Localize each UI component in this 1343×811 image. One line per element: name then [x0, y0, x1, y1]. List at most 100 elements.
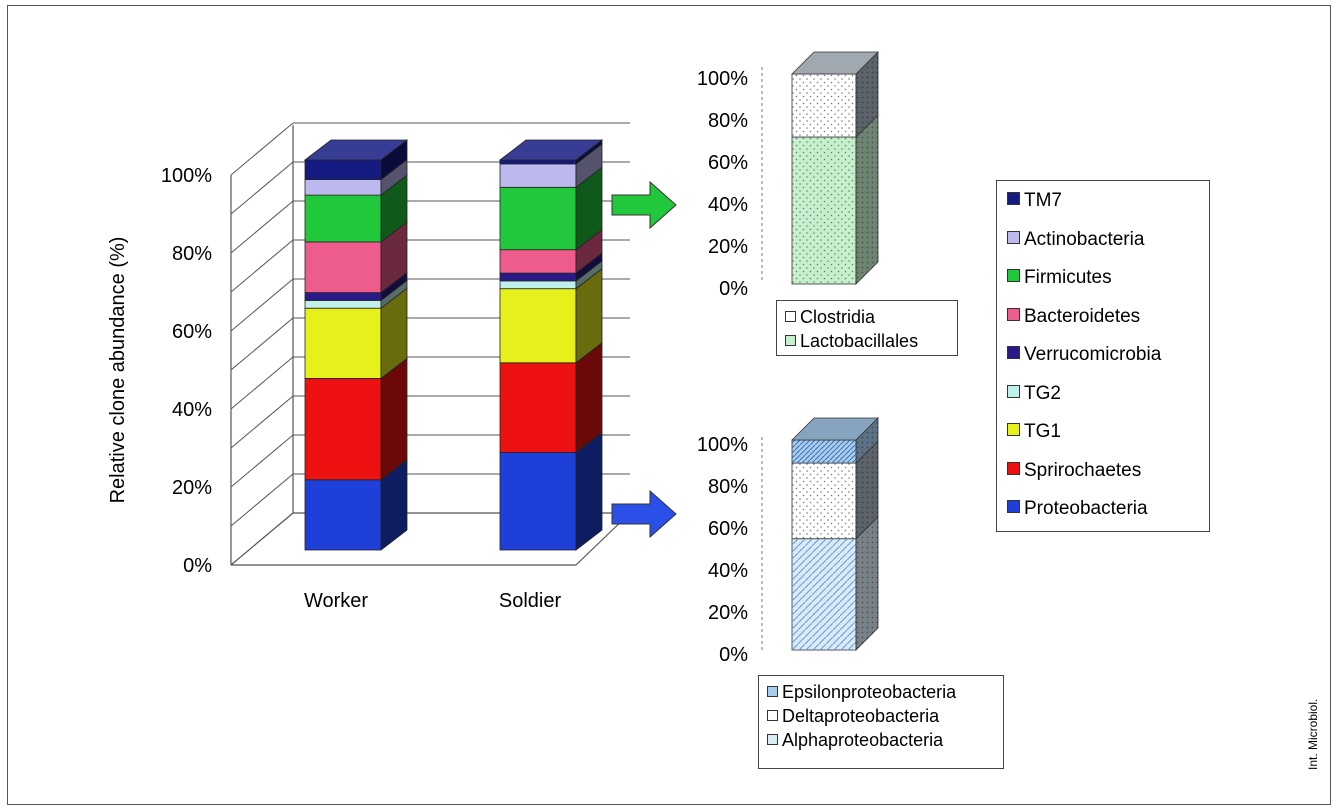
inset-y-tick-label: 20%	[708, 236, 748, 258]
main-grid-diag	[230, 239, 294, 293]
bar-segment-worker-tg1	[304, 287, 408, 380]
legend-swatch	[1007, 500, 1020, 513]
legend-swatch	[1007, 269, 1020, 282]
inset-bar-top	[791, 417, 879, 441]
bar-segment-soldier-actinobacteria	[499, 143, 603, 189]
legend-swatch	[1007, 230, 1020, 244]
main-grid-diag	[230, 395, 294, 449]
main-floor-left-edge	[230, 512, 294, 566]
inset-y-tick-label: 20%	[708, 602, 748, 624]
main-y-tick-label: 0%	[183, 555, 212, 577]
legend-label: Actinobacteria	[1024, 228, 1145, 250]
legend-label: TG1	[1024, 421, 1061, 442]
legend-swatch	[1007, 307, 1020, 321]
inset-y-tick-label: 0%	[719, 278, 748, 300]
inset-y-tick-label: 100%	[697, 68, 748, 90]
legend-label: Epsilonproteobacteria	[782, 682, 957, 702]
inset-y-tick-label: 100%	[697, 434, 748, 456]
legend-label: Verrucomicrobia	[1024, 344, 1162, 365]
category-label-soldier: Soldier	[499, 590, 562, 612]
legend-item-proteobacteria: Proteobacteria	[1007, 499, 1148, 519]
main-y-axis-label: Relative clone abundance (%)	[107, 237, 129, 504]
bar-segment-worker-sprirochaetes	[304, 357, 408, 481]
main-grid-diag	[230, 317, 294, 371]
legend-item-tm7: TM7	[1007, 191, 1062, 211]
inset2-bars	[791, 417, 879, 651]
category-label-worker: Worker	[304, 590, 368, 612]
legend-swatch	[767, 710, 778, 721]
inset-bar-top	[791, 51, 879, 75]
main-y-tick-label: 60%	[172, 321, 212, 343]
inset1-legend: Clostridia Lactobacillales	[776, 300, 958, 356]
main-y-tick-label: 40%	[172, 399, 212, 421]
inset-y-tick-label: 0%	[719, 644, 748, 666]
bar-segment-soldier-tg1	[499, 267, 603, 364]
inset-y-tick-label: 60%	[708, 152, 748, 174]
inset-y-tick-label: 80%	[708, 110, 748, 132]
legend-label: TG2	[1024, 382, 1061, 404]
legend-item-bacteroidetes: Bacteroidetes	[1007, 305, 1141, 327]
inset-legend-item-lactobacillales: Lactobacillales	[785, 331, 918, 351]
legend-swatch	[1007, 346, 1020, 359]
main-grid-diag	[230, 434, 294, 488]
legend-label: Sprirochaetes	[1024, 459, 1142, 481]
main-grid-diag	[230, 278, 294, 332]
inset-segment-alphaproteobacteria	[791, 515, 879, 651]
inset-legend-item-epsilonproteobacteria: Epsilonproteobacteria	[767, 682, 956, 702]
main-chart-categories: Worker Soldier	[304, 590, 562, 612]
bar-top-worker	[303, 139, 409, 161]
bar-segment-worker-bacteroidetes	[304, 221, 408, 294]
inset-segment-epsilonproteobacteria	[791, 417, 879, 465]
legend-label: Bacteroidetes	[1024, 305, 1141, 327]
legend-swatch	[1007, 461, 1020, 475]
proteobacteria-arrow	[611, 489, 677, 539]
main-y-tick-label: 20%	[172, 477, 212, 499]
main-chart-bars	[303, 139, 604, 551]
legend-swatch	[767, 734, 778, 745]
journal-credit: Int. Microbiol.	[1306, 698, 1320, 770]
legend-item-tg2: TG2	[1007, 382, 1061, 404]
legend-label: Firmicutes	[1024, 267, 1112, 288]
inset-segment-clostridia	[791, 51, 879, 138]
inset1-y-ticks: 0% 20% 40% 60% 80% 100%	[697, 68, 748, 300]
bar-soldier	[498, 139, 604, 551]
inset-legend-item-deltaproteobacteria: Deltaproteobacteria	[767, 706, 939, 726]
legend-swatch	[785, 311, 796, 322]
main-y-tick-label: 80%	[172, 243, 212, 265]
inset-y-tick-label: 40%	[708, 560, 748, 582]
legend-item-tg1: TG1	[1007, 422, 1061, 442]
proteobacteria-inset-chart: 0% 20% 40% 60% 80% 100%	[697, 417, 879, 666]
bar-top-soldier	[498, 139, 604, 161]
main-grid-diag	[230, 200, 294, 254]
inset-legend-item-clostridia: Clostridia	[785, 307, 875, 327]
inset1-bars	[791, 51, 879, 285]
main-y-tick-label: 100%	[161, 165, 212, 187]
legend-item-verrucomicrobia: Verrucomicrobia	[1007, 345, 1161, 365]
bar-segment-worker-proteobacteria	[304, 458, 408, 551]
legend-item-actinobacteria: Actinobacteria	[1007, 228, 1145, 250]
main-grid-diag	[230, 356, 294, 410]
legend-item-firmicutes: Firmicutes	[1007, 268, 1112, 288]
inset-segment-lactobacillales	[791, 114, 879, 285]
inset-y-tick-label: 80%	[708, 476, 748, 498]
inset-legend-item-alphaproteobacteria: Alphaproteobacteria	[767, 730, 943, 750]
legend-swatch	[785, 335, 796, 346]
main-grid-diag	[230, 122, 294, 176]
bar-worker	[303, 139, 409, 551]
legend-label: Lactobacillales	[800, 331, 919, 351]
legend-label: Clostridia	[800, 307, 876, 327]
inset2-legend: Epsilonproteobacteria Deltaproteobacteria…	[758, 675, 1004, 769]
inset2-y-ticks: 0% 20% 40% 60% 80% 100%	[697, 434, 748, 666]
legend-label: Proteobacteria	[1024, 498, 1148, 519]
firmicutes-inset-chart: 0% 20% 40% 60% 80% 100%	[697, 51, 879, 300]
bar-segment-soldier-firmicutes	[499, 166, 603, 251]
inset-y-tick-label: 60%	[708, 518, 748, 540]
legend-swatch	[1007, 192, 1020, 205]
figure-frame	[7, 5, 1331, 805]
bar-segment-soldier-proteobacteria	[499, 431, 603, 551]
main-legend: TM7 Actinobacteria Firmicutes Bacteroidetes…	[996, 180, 1210, 532]
main-grid-diag	[230, 473, 294, 527]
bar-segment-worker-firmicutes	[304, 174, 408, 243]
firmicutes-arrow	[611, 180, 677, 230]
